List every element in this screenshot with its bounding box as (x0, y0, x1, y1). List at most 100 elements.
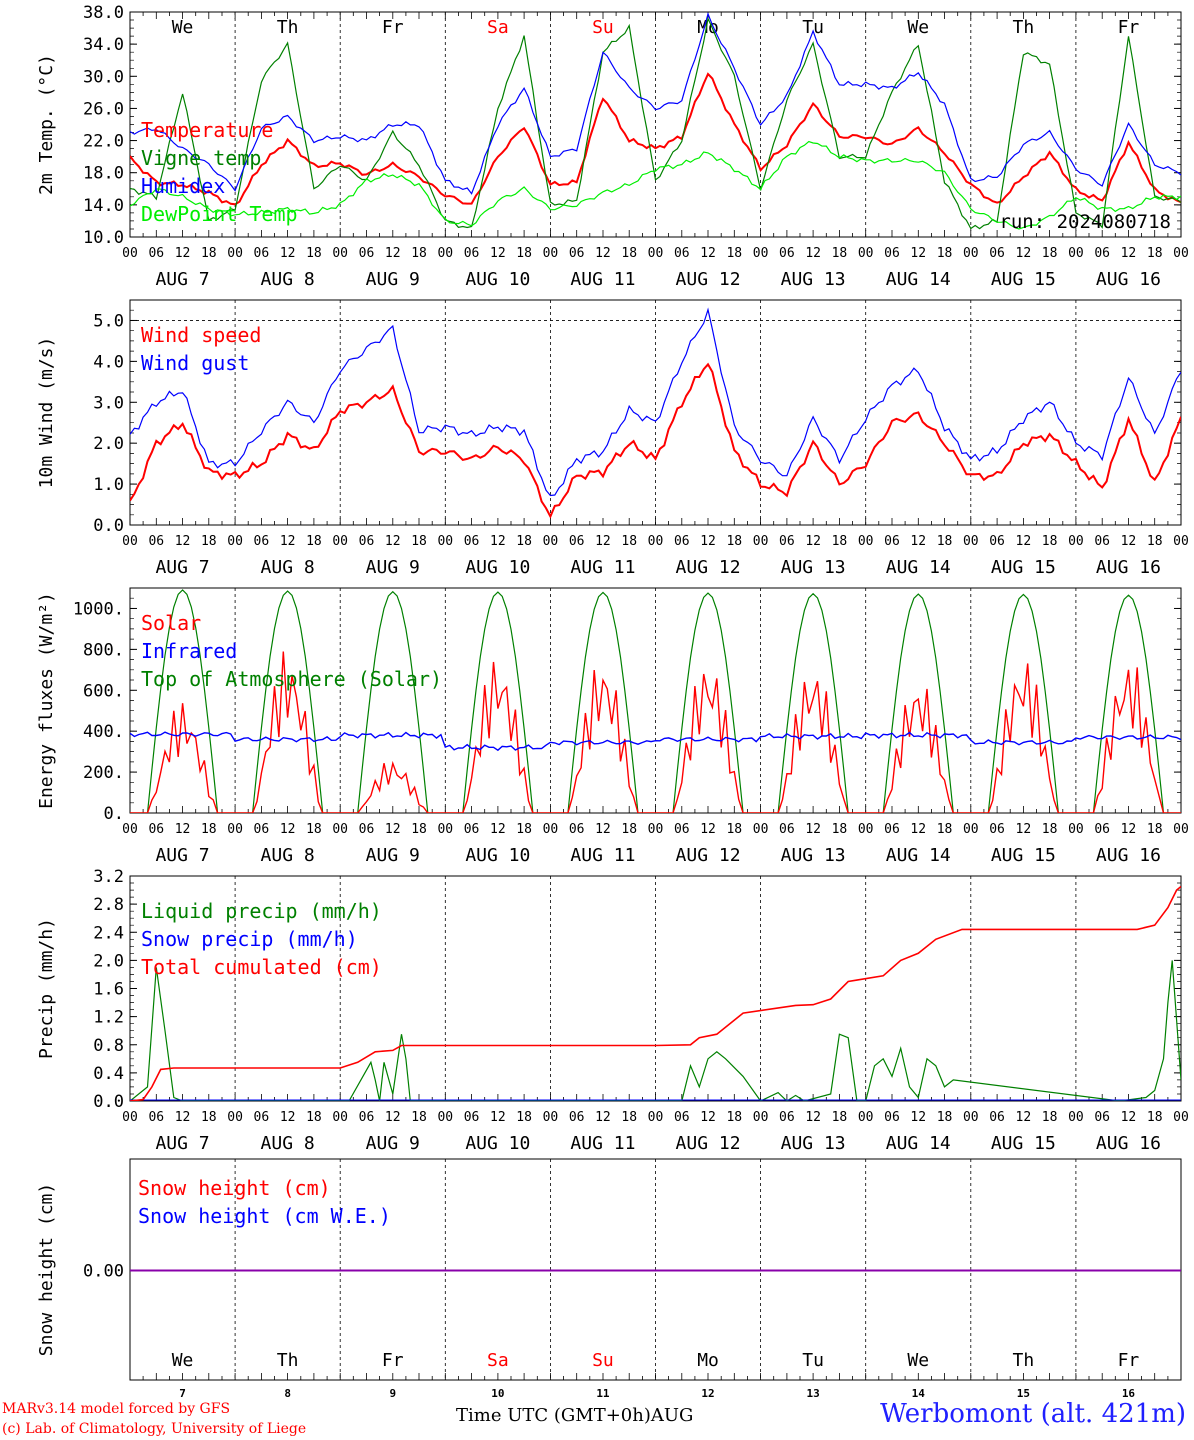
date-label: AUG 11 (570, 269, 635, 290)
hour-tick-label: 00 (543, 246, 559, 261)
hour-tick-label: 12 (385, 534, 401, 549)
hour-tick-label: 06 (148, 246, 164, 261)
hour-tick-label: 00 (543, 1110, 559, 1125)
y-tick-label: 0.4 (93, 1064, 124, 1084)
y-axis-label: Energy fluxes (W/m²) (36, 592, 57, 809)
y-tick-label: 30.0 (83, 67, 124, 87)
hour-tick-label: 00 (122, 822, 138, 837)
hour-tick-label: 12 (805, 246, 821, 261)
hour-tick-label: 06 (884, 246, 900, 261)
legend-entry: Snow height (cm W.E.) (138, 1204, 391, 1228)
day-number-label: 15 (1017, 1387, 1030, 1400)
date-label: AUG 7 (155, 557, 209, 578)
hour-tick-label: 00 (648, 822, 664, 837)
hour-tick-label: 12 (595, 534, 611, 549)
legend-entry: Top of Atmosphere (Solar) (141, 667, 442, 691)
y-tick-label: 3.0 (93, 393, 124, 413)
y-tick-label: 0.0 (93, 1092, 124, 1112)
legend-entry: Liquid precip (mm/h) (141, 899, 382, 923)
hour-tick-label: 00 (227, 1110, 243, 1125)
hour-tick-label: 00 (753, 1110, 769, 1125)
weekday-label: Tu (802, 1350, 824, 1371)
hour-tick-label: 12 (490, 1110, 506, 1125)
hour-tick-label: 12 (700, 822, 716, 837)
hour-tick-label: 18 (1147, 534, 1163, 549)
series-line-temperature (130, 72, 1181, 206)
hour-tick-label: 06 (569, 534, 585, 549)
y-tick-label: 0.8 (93, 1036, 124, 1056)
series-group (130, 885, 1181, 1101)
hour-tick-label: 06 (674, 822, 690, 837)
y-tick-label: 4.0 (93, 352, 124, 372)
date-label: AUG 13 (781, 845, 846, 866)
hour-tick-label: 18 (516, 534, 532, 549)
hour-tick-label: 12 (490, 822, 506, 837)
hour-tick-label: 06 (464, 534, 480, 549)
y-tick-label: 1000. (73, 599, 124, 619)
hour-tick-label: 18 (726, 1110, 742, 1125)
hour-tick-label: 06 (884, 822, 900, 837)
date-label: AUG 14 (886, 845, 951, 866)
legend-entry: Snow height (cm) (138, 1176, 331, 1200)
y-axis-label: Snow height (cm) (36, 1183, 57, 1356)
hour-tick-label: 00 (1068, 1110, 1084, 1125)
hour-tick-label: 12 (910, 534, 926, 549)
x-axis-ticks (129, 1373, 1182, 1380)
y-tick-label: 3.2 (93, 867, 124, 887)
hour-tick-label: 06 (254, 246, 270, 261)
date-label: AUG 8 (261, 269, 315, 290)
y-tick-label: 18.0 (83, 164, 124, 184)
y-tick-label: 400. (83, 722, 124, 742)
weekday-label: We (172, 17, 194, 38)
lab-credit: (c) Lab. of Climatology, University of L… (2, 1421, 307, 1437)
hour-tick-label: 18 (621, 534, 637, 549)
hour-tick-label: 12 (910, 246, 926, 261)
hour-tick-label: 12 (595, 822, 611, 837)
series-line-total-cumulated (130, 885, 1181, 1101)
date-label: AUG 13 (781, 1133, 846, 1154)
y-axis-label: Precip (mm/h) (36, 918, 57, 1059)
y-axis-label: 10m Wind (m/s) (36, 337, 57, 489)
hour-tick-label: 06 (464, 1110, 480, 1125)
hour-tick-label: 06 (464, 822, 480, 837)
weekday-label: Fr (382, 17, 404, 38)
hour-tick-label: 12 (805, 1110, 821, 1125)
y-tick-label: 22.0 (83, 132, 124, 152)
hour-tick-label: 00 (858, 246, 874, 261)
hour-tick-label: 12 (700, 246, 716, 261)
hour-tick-label: 00 (227, 822, 243, 837)
y-tick-label: 1.0 (93, 475, 124, 495)
hour-tick-label: 06 (359, 822, 375, 837)
y-tick-label: 600. (83, 681, 124, 701)
hour-tick-label: 18 (621, 822, 637, 837)
y-tick-label: 10.0 (83, 228, 124, 248)
hour-tick-label: 06 (359, 246, 375, 261)
weekday-label: Tu (802, 17, 824, 38)
hour-tick-label: 06 (254, 1110, 270, 1125)
date-label: AUG 12 (676, 1133, 741, 1154)
hour-tick-label: 18 (1042, 246, 1058, 261)
hour-tick-label: 18 (201, 1110, 217, 1125)
hour-tick-label: 18 (937, 822, 953, 837)
hour-tick-label: 18 (621, 1110, 637, 1125)
hour-tick-label: 12 (805, 822, 821, 837)
hour-tick-label: 00 (1173, 822, 1189, 837)
date-label: AUG 15 (991, 557, 1056, 578)
hour-tick-label: 18 (1042, 534, 1058, 549)
weekday-label: Th (277, 1350, 299, 1371)
hour-tick-label: 06 (884, 1110, 900, 1125)
hour-tick-label: 18 (937, 1110, 953, 1125)
date-label: AUG 7 (155, 1133, 209, 1154)
hour-tick-label: 00 (648, 1110, 664, 1125)
date-label: AUG 16 (1096, 845, 1161, 866)
hour-tick-label: 06 (569, 822, 585, 837)
x-axis-ticks (129, 518, 1182, 525)
hour-tick-label: 06 (254, 534, 270, 549)
date-label: AUG 10 (465, 1133, 530, 1154)
hour-tick-label: 18 (726, 534, 742, 549)
hour-tick-label: 18 (1042, 1110, 1058, 1125)
hour-tick-label: 12 (1121, 822, 1137, 837)
hour-tick-label: 12 (1121, 1110, 1137, 1125)
legend-entry: Wind speed (141, 323, 261, 347)
